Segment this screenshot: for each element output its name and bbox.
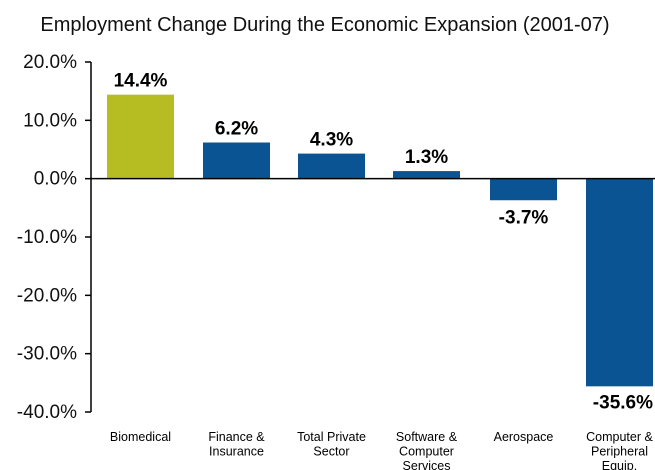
y-tick-label: -30.0%: [17, 344, 77, 365]
bar: [107, 94, 174, 179]
x-tick-label-line: Services: [403, 459, 451, 470]
y-tick-label: -40.0%: [17, 402, 77, 423]
bar: [298, 153, 365, 179]
data-labels: 14.4% 6.2% 4.3% 1.3% -3.7% -35.6%: [114, 71, 654, 414]
x-tick-label-line: Total Private: [297, 430, 366, 444]
x-tick-label-line: Sector: [313, 445, 349, 459]
data-label: 1.3%: [405, 147, 448, 168]
data-label: -35.6%: [593, 392, 653, 413]
axes: [85, 61, 655, 413]
x-tick-label-line: Software &: [396, 430, 458, 444]
x-tick-label-line: Computer: [399, 445, 454, 459]
x-tick-label: Biomedical: [110, 430, 171, 444]
x-tick-label: Software & Computer Services: [396, 430, 458, 470]
bar: [490, 178, 557, 201]
y-tick-label: 20.0%: [23, 52, 77, 73]
x-tick-label-line: Insurance: [209, 445, 264, 459]
x-tick-label: Finance & Insurance: [208, 430, 265, 459]
data-label: 6.2%: [215, 119, 258, 140]
x-tick-label: Aerospace: [494, 430, 554, 444]
x-tick-label: Total Private Sector: [297, 430, 366, 459]
bar: [393, 171, 460, 179]
chart-title: Employment Change During the Economic Ex…: [40, 14, 609, 36]
bar: [586, 178, 653, 387]
x-tick-label-line: Computer &: [586, 430, 653, 444]
data-label: -3.7%: [499, 207, 549, 228]
y-tick-label: -10.0%: [17, 227, 77, 248]
x-tick-label-line: Peripheral: [591, 445, 648, 459]
x-tick-label-line: Aerospace: [494, 430, 554, 444]
x-tick-label: Computer & Peripheral Equip.: [586, 430, 653, 470]
bar: [203, 142, 270, 179]
x-tick-label-line: Equip.: [602, 459, 637, 470]
x-axis-ticks: Biomedical Finance & Insurance Total Privat…: [110, 430, 654, 470]
y-axis-ticks: 20.0% 10.0% 0.0% -10.0% -20.0% -30.0% -40.0%: [17, 52, 77, 423]
y-tick-label: -20.0%: [17, 285, 77, 306]
data-label: 4.3%: [310, 130, 353, 151]
y-tick-label: 0.0%: [34, 169, 77, 190]
x-tick-label-line: Biomedical: [110, 430, 171, 444]
data-label: 14.4%: [114, 71, 168, 92]
bars: [107, 94, 653, 387]
x-tick-label-line: Finance &: [208, 430, 265, 444]
y-tick-label: 10.0%: [23, 110, 77, 131]
